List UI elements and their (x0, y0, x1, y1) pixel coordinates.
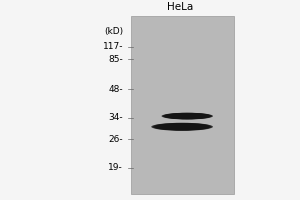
Ellipse shape (175, 114, 200, 118)
Text: 34-: 34- (109, 113, 123, 122)
Ellipse shape (179, 115, 195, 117)
Ellipse shape (157, 124, 207, 130)
Ellipse shape (182, 115, 192, 117)
Ellipse shape (176, 126, 188, 128)
Ellipse shape (172, 125, 193, 128)
Ellipse shape (161, 113, 213, 119)
Ellipse shape (151, 123, 213, 131)
Ellipse shape (177, 115, 198, 117)
Ellipse shape (174, 126, 190, 128)
Text: 19-: 19- (108, 163, 123, 172)
Ellipse shape (152, 123, 212, 131)
Ellipse shape (164, 113, 210, 119)
Ellipse shape (166, 113, 208, 119)
Text: 48-: 48- (109, 85, 123, 94)
Text: 85-: 85- (108, 55, 123, 64)
Ellipse shape (160, 124, 204, 130)
Ellipse shape (165, 125, 200, 129)
Text: 117-: 117- (103, 42, 123, 51)
Ellipse shape (164, 113, 211, 119)
Ellipse shape (162, 113, 212, 119)
Ellipse shape (170, 114, 205, 118)
Ellipse shape (167, 125, 197, 129)
Ellipse shape (172, 114, 202, 118)
Ellipse shape (163, 124, 202, 129)
Ellipse shape (173, 126, 191, 128)
Ellipse shape (174, 114, 201, 118)
Ellipse shape (178, 115, 196, 117)
Ellipse shape (154, 123, 211, 130)
Ellipse shape (168, 114, 206, 119)
Ellipse shape (158, 124, 206, 130)
Ellipse shape (175, 126, 189, 128)
Ellipse shape (156, 123, 208, 130)
Ellipse shape (167, 113, 207, 119)
Text: 26-: 26- (109, 135, 123, 144)
Ellipse shape (173, 114, 202, 118)
Bar (130, 16, 234, 194)
Ellipse shape (161, 124, 203, 129)
Text: (kD): (kD) (104, 27, 123, 36)
Ellipse shape (166, 125, 198, 129)
Ellipse shape (178, 115, 197, 117)
Ellipse shape (181, 115, 193, 117)
Ellipse shape (154, 123, 210, 130)
Ellipse shape (164, 124, 200, 129)
Ellipse shape (169, 114, 206, 118)
Ellipse shape (159, 124, 205, 130)
Ellipse shape (168, 125, 196, 129)
Ellipse shape (170, 125, 194, 128)
Ellipse shape (171, 114, 204, 118)
Ellipse shape (180, 115, 194, 117)
Ellipse shape (169, 125, 195, 128)
Ellipse shape (176, 115, 199, 118)
Ellipse shape (165, 113, 209, 119)
Text: HeLa: HeLa (167, 2, 193, 12)
